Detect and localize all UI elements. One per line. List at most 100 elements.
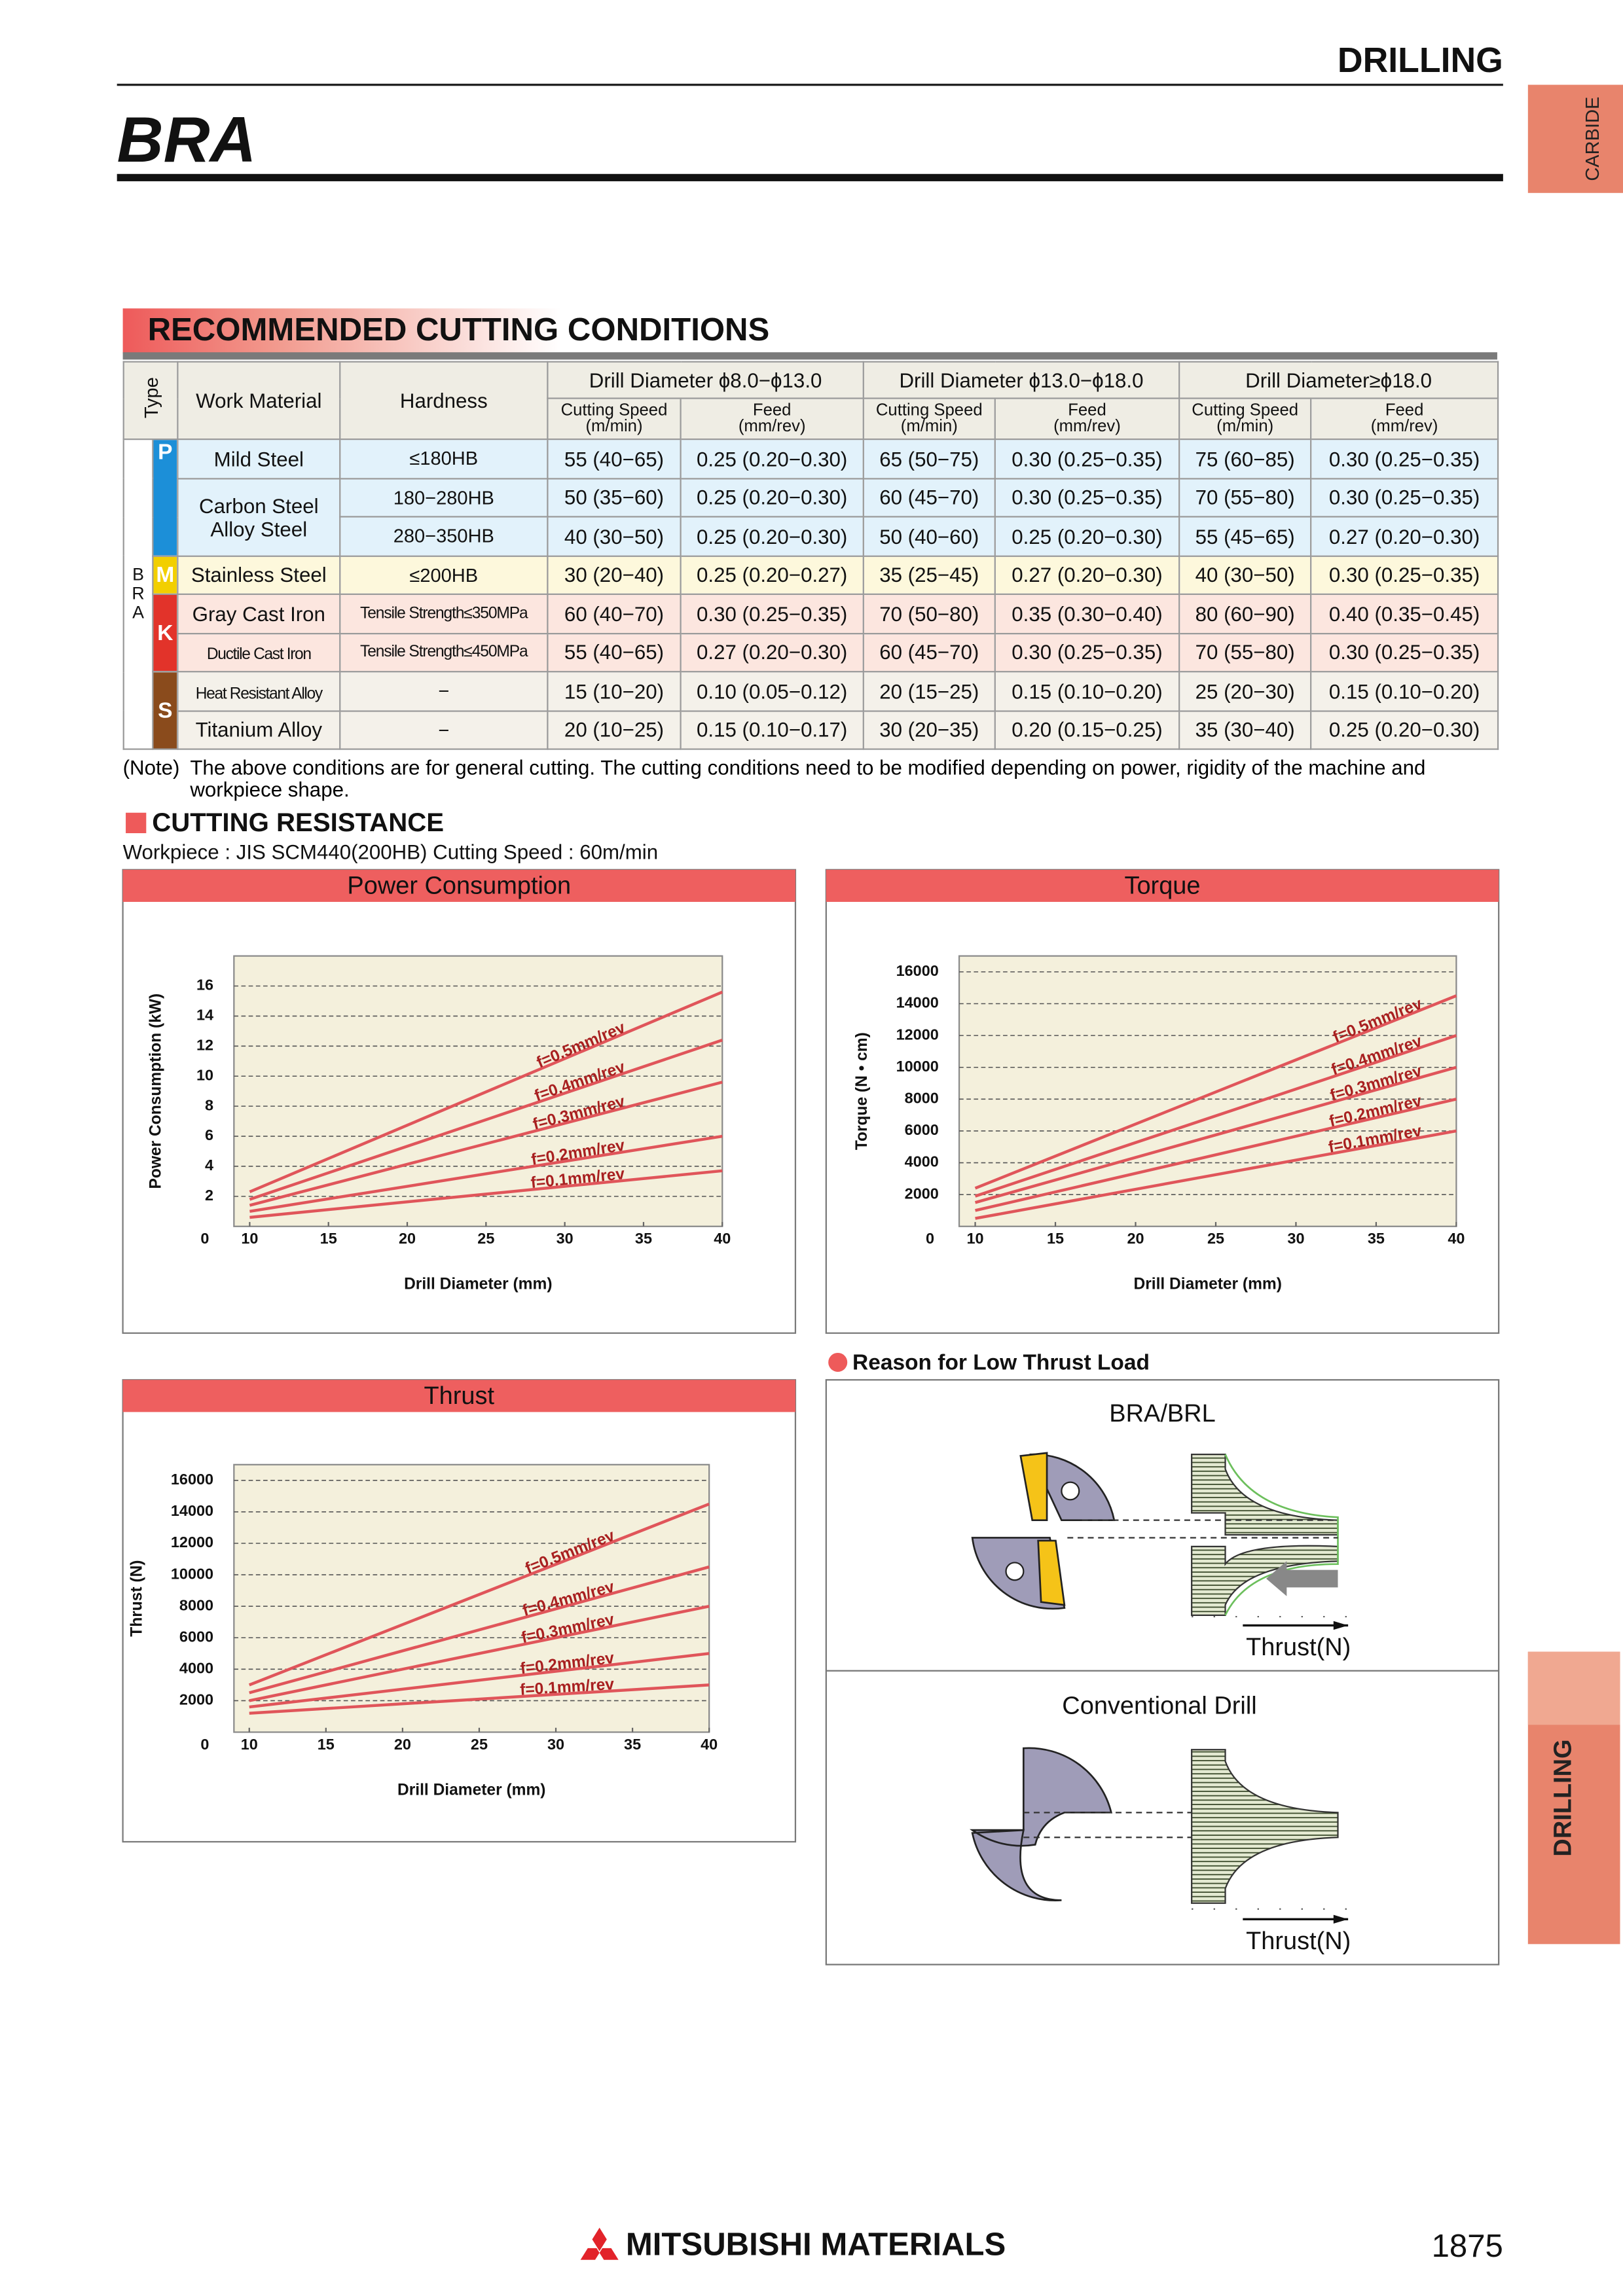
feed-cell: 0.35 (0.30−0.40) [994, 593, 1180, 634]
material-name: Carbon Steel [199, 493, 319, 517]
feed-header: Feed (mm/rev) [994, 397, 1180, 440]
series-line [249, 1683, 710, 1715]
y-axis-label: Power Consumption (kW) [147, 994, 164, 1189]
x-tick-label: 35 [624, 1736, 641, 1753]
feed-cell: 0.30 (0.25−0.35) [1310, 632, 1499, 673]
speed-cell: 75 (60−85) [1178, 439, 1312, 479]
speed-cell: 50 (40−60) [862, 516, 996, 556]
speed-header-line: (m/min) [1216, 417, 1274, 435]
speed-cell: 55 (40−65) [547, 632, 682, 673]
coolant-hole [1005, 1562, 1025, 1581]
x-axis-label: Drill Diameter (mm) [1134, 1276, 1282, 1293]
speed-cell: 35 (30−40) [1178, 709, 1312, 750]
section-heading: RECOMMENDED CUTTING CONDITIONS [148, 312, 770, 348]
material-cell: Mild Steel [177, 439, 341, 479]
y-tick-label: 2000 [905, 1185, 939, 1202]
series-line [249, 1169, 723, 1219]
y-tick-label: 10000 [171, 1565, 213, 1582]
conditions-table: Type Work Material Hardness Drill Diameter … [122, 361, 1499, 750]
x-tick-label: 15 [320, 1230, 337, 1247]
note: (Note) The above conditions are for gene… [123, 757, 1483, 801]
y-tick-label: 8 [205, 1096, 213, 1113]
feed-cell: 0.20 (0.15−0.25) [994, 709, 1180, 750]
table-row: 280−350HB 40 (30−50) 0.25 (0.20−0.30) 50 (4… [123, 516, 1499, 556]
x-axis-label: Drill Diameter (mm) [404, 1276, 552, 1293]
y-tick-label: 14000 [896, 994, 939, 1011]
heading-marker [126, 812, 147, 833]
speed-header-line: Cutting Speed [875, 401, 983, 419]
y-tick-label: 2 [205, 1187, 213, 1204]
diagram-label: BRA/BRL [1109, 1400, 1215, 1427]
series-line [974, 1033, 1457, 1198]
y-tick-label: 14 [196, 1007, 213, 1024]
hardness-cell: ≤200HB [339, 554, 549, 595]
x-tick-label: 30 [1287, 1230, 1304, 1247]
x-tick-label: 40 [714, 1230, 731, 1247]
speed-cell: 40 (30−50) [1178, 554, 1312, 595]
y-tick-label: 16 [196, 977, 213, 994]
side-tab [1527, 84, 1623, 193]
x-tick-label: 25 [1207, 1230, 1224, 1247]
x-tick-label: 10 [241, 1230, 258, 1247]
material-name: Titanium Alloy [195, 718, 323, 742]
table-row: BRA P Mild Steel ≤180HB 55 (40−65) 0.25 (0.20… [122, 438, 1499, 750]
thrust-arrow [1266, 1561, 1338, 1596]
section-title: DRILLING [1338, 41, 1503, 80]
x-tick-label: 15 [1047, 1230, 1064, 1247]
axis-arrow-head [1333, 1621, 1349, 1630]
x-tick-label: 30 [547, 1736, 564, 1753]
series-line [249, 1134, 723, 1213]
x-tick-label: 10 [967, 1230, 984, 1247]
speed-cell: 80 (60−90) [1178, 593, 1312, 634]
feed-header-line: (mm/rev) [1370, 417, 1438, 435]
x-tick-label: 20 [1127, 1230, 1144, 1247]
class-cell: S [152, 671, 179, 750]
feed-cell: 0.25 (0.20−0.30) [680, 516, 864, 556]
feed-cell: 0.25 (0.20−0.27) [680, 554, 864, 595]
material-name: Ductile Cast Iron [206, 646, 312, 664]
series-line [249, 1565, 710, 1695]
y-tick-label: 12 [196, 1037, 213, 1054]
y-tick-label: 4000 [905, 1153, 939, 1170]
y-tick-label: 12000 [896, 1026, 939, 1043]
y-tick-label: 10 [196, 1066, 213, 1083]
speed-cell: 30 (20−40) [547, 554, 682, 595]
drill-body [969, 1747, 1113, 1902]
feed-header-line: (mm/rev) [1053, 417, 1121, 435]
table-row: M Stainless Steel ≤200HB 30 (20−40) 0.25 (0.… [123, 554, 1499, 595]
y-tick-label: 4 [205, 1157, 213, 1174]
speed-cell: 55 (40−65) [547, 439, 682, 479]
table-row: Carbon Steel Alloy Steel 180−280HB 50 (35−6… [123, 477, 1499, 556]
thrust-profile [1191, 1749, 1339, 1904]
diagram-label: Conventional Drill [1062, 1693, 1256, 1720]
speed-cell: 20 (15−25) [862, 671, 996, 711]
diagram-axis-label: Thrust(N) [1246, 1928, 1351, 1955]
diagram-frame [825, 1379, 1500, 1965]
x-tick-label: 20 [399, 1230, 416, 1247]
speed-cell: 60 (45−70) [862, 477, 996, 518]
section-rule [122, 352, 1497, 360]
feed-cell: 0.27 (0.20−0.30) [1310, 516, 1499, 556]
y-tick-label: 8000 [905, 1090, 939, 1107]
y-tick-label: 6000 [179, 1628, 213, 1645]
diameter-header: Drill Diameter≥ϕ18.0 [1178, 361, 1499, 399]
feed-header-line: (mm/rev) [738, 417, 806, 435]
brand-logo [580, 2227, 619, 2260]
y-tick-label: 12000 [171, 1534, 213, 1551]
series-line [975, 1129, 1457, 1220]
type-cell: BRA [122, 438, 154, 750]
series-line [249, 990, 723, 1194]
workpiece-text: Workpiece : JIS SCM440(200HB) Cutting Sp… [123, 841, 659, 864]
y-tick-label: 0 [926, 1230, 934, 1247]
thrust-outline [1224, 1454, 1339, 1616]
type-header: Type [139, 378, 162, 420]
material-name: Mild Steel [213, 446, 304, 471]
chart-title: Thrust [424, 1382, 494, 1410]
feed-cell: 0.27 (0.20−0.30) [680, 632, 864, 673]
feed-cell: 0.15 (0.10−0.20) [1310, 671, 1499, 711]
feed-cell: 0.10 (0.05−0.12) [680, 671, 864, 711]
feed-cell: 0.25 (0.20−0.30) [1310, 709, 1499, 750]
y-tick-label: 6 [205, 1126, 213, 1143]
speed-cell: 55 (45−65) [1178, 516, 1312, 556]
